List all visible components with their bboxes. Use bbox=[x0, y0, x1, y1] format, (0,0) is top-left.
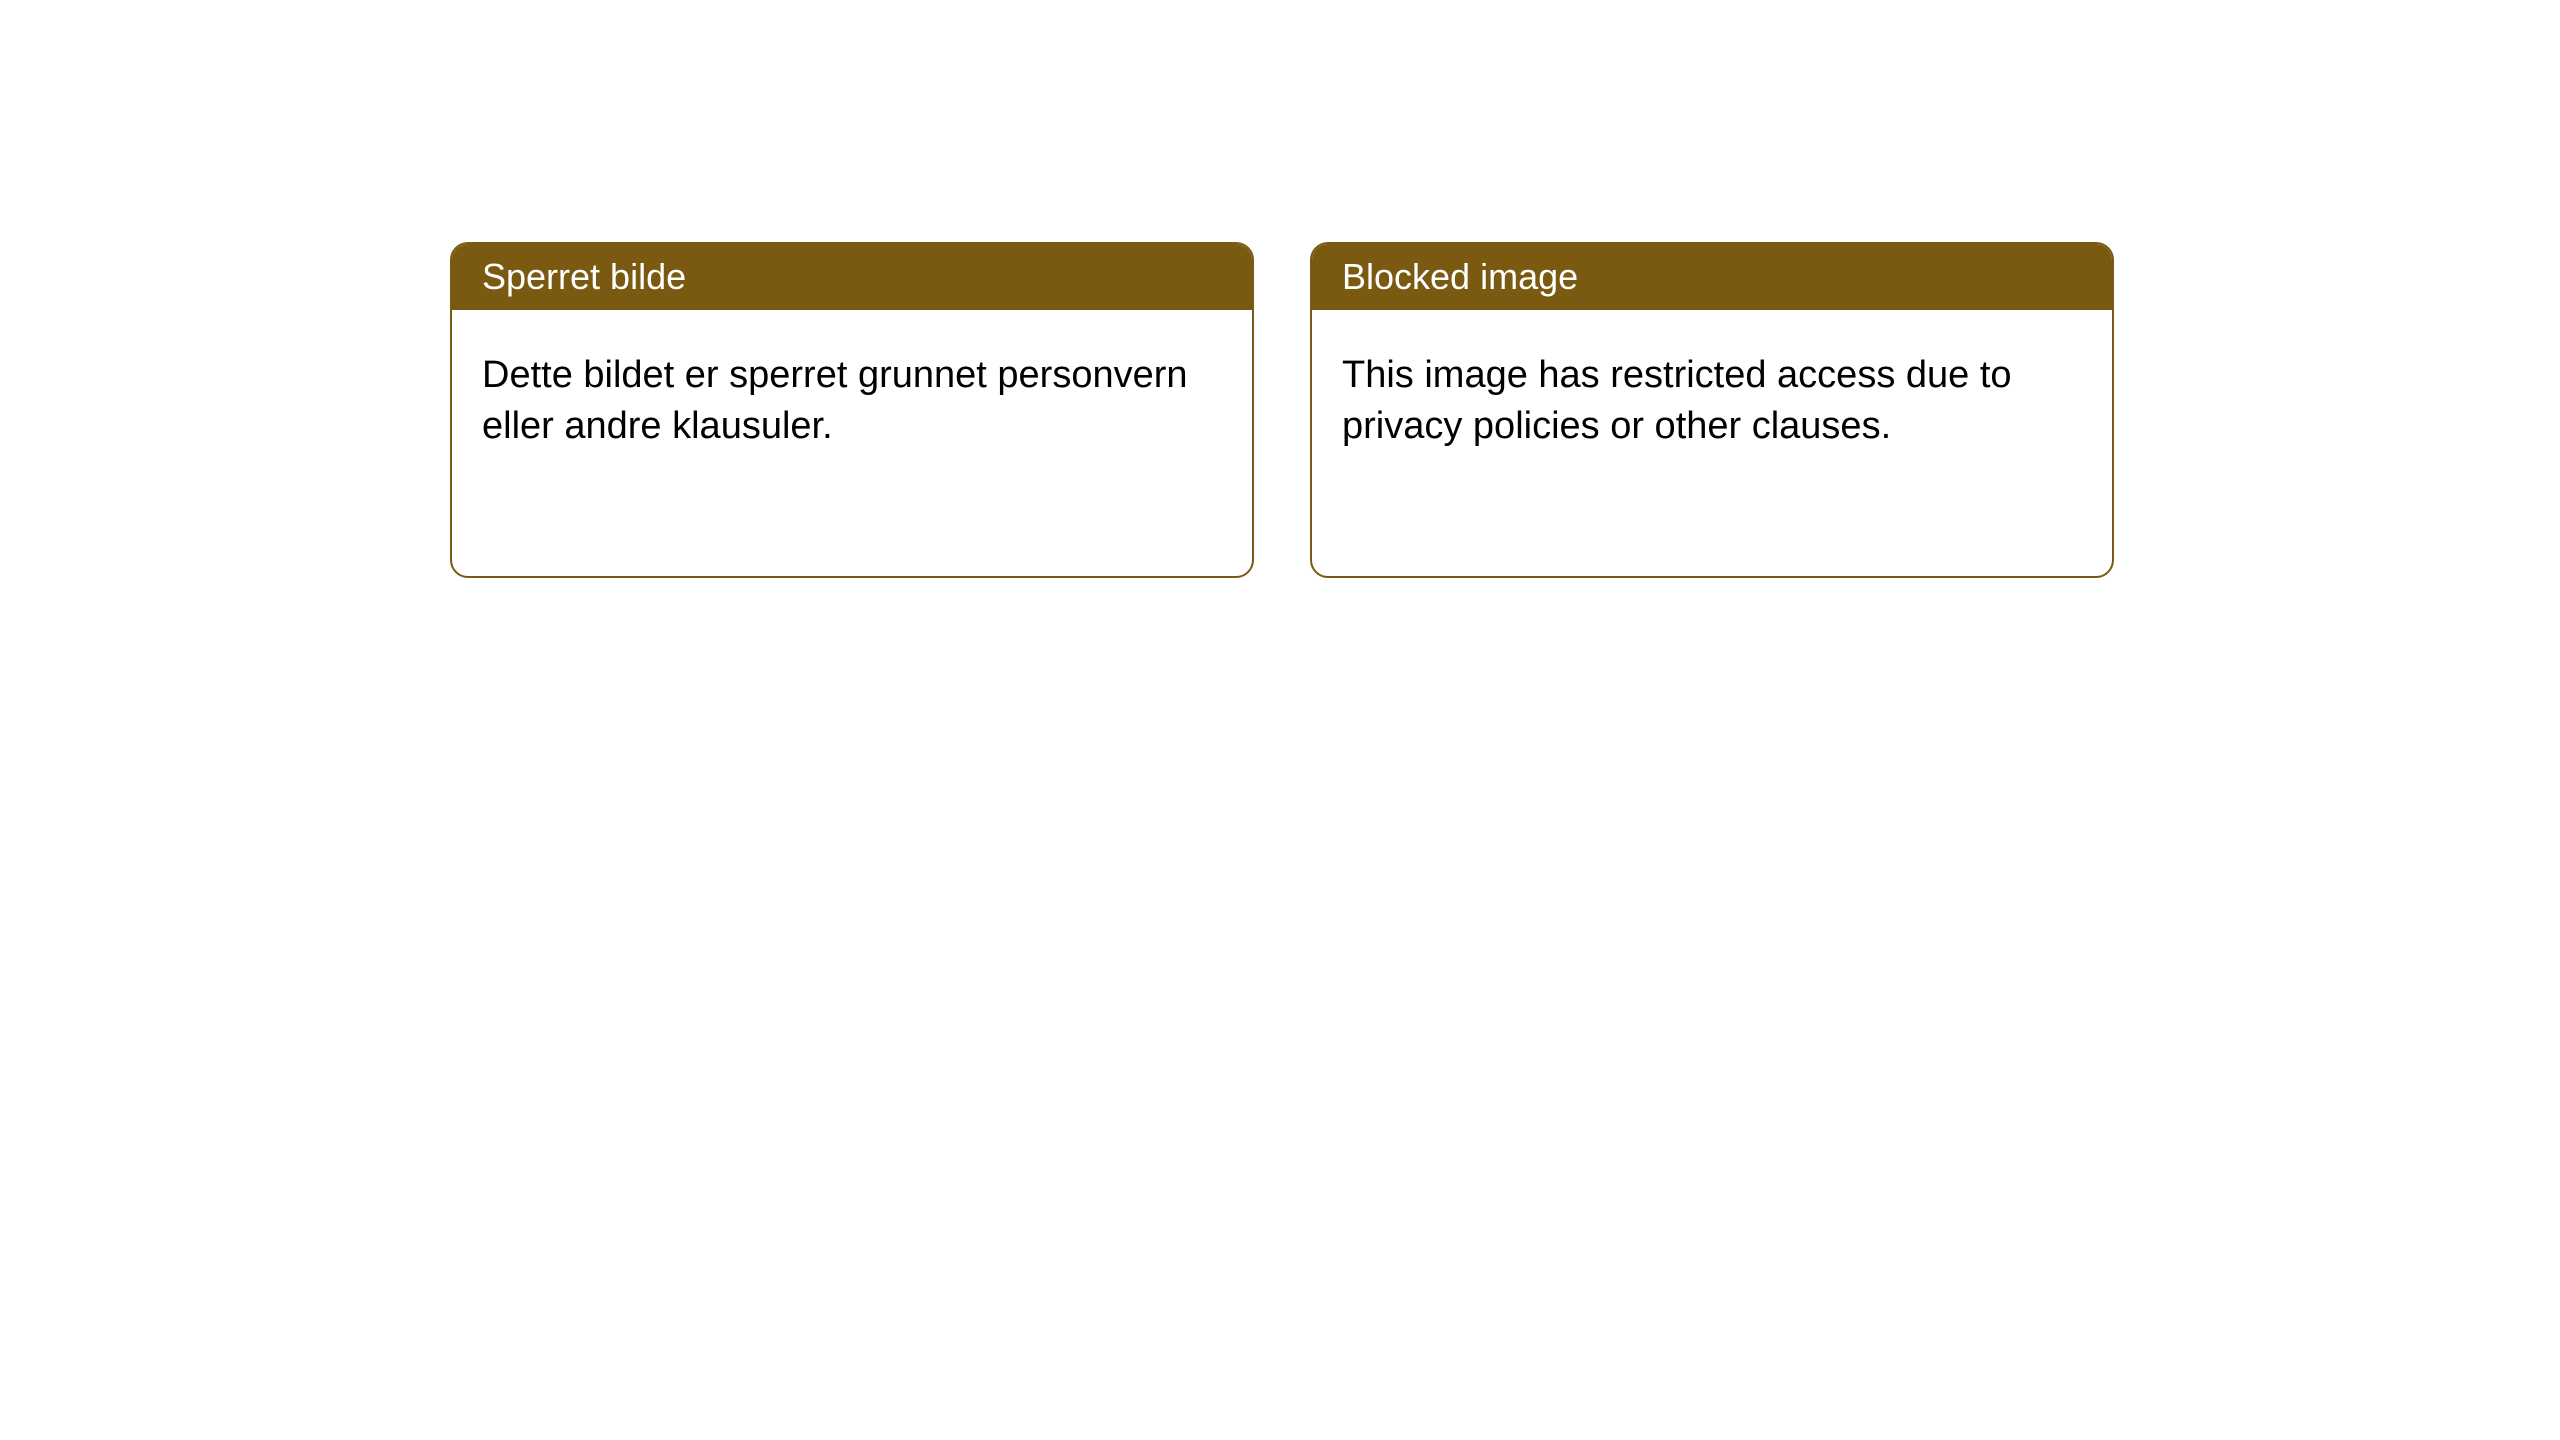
notice-card-english: Blocked image This image has restricted … bbox=[1310, 242, 2114, 578]
notice-body: Dette bildet er sperret grunnet personve… bbox=[452, 310, 1252, 493]
notice-container: Sperret bilde Dette bildet er sperret gr… bbox=[0, 0, 2560, 578]
notice-card-norwegian: Sperret bilde Dette bildet er sperret gr… bbox=[450, 242, 1254, 578]
notice-title: Sperret bilde bbox=[452, 244, 1252, 310]
notice-body: This image has restricted access due to … bbox=[1312, 310, 2112, 493]
notice-title: Blocked image bbox=[1312, 244, 2112, 310]
